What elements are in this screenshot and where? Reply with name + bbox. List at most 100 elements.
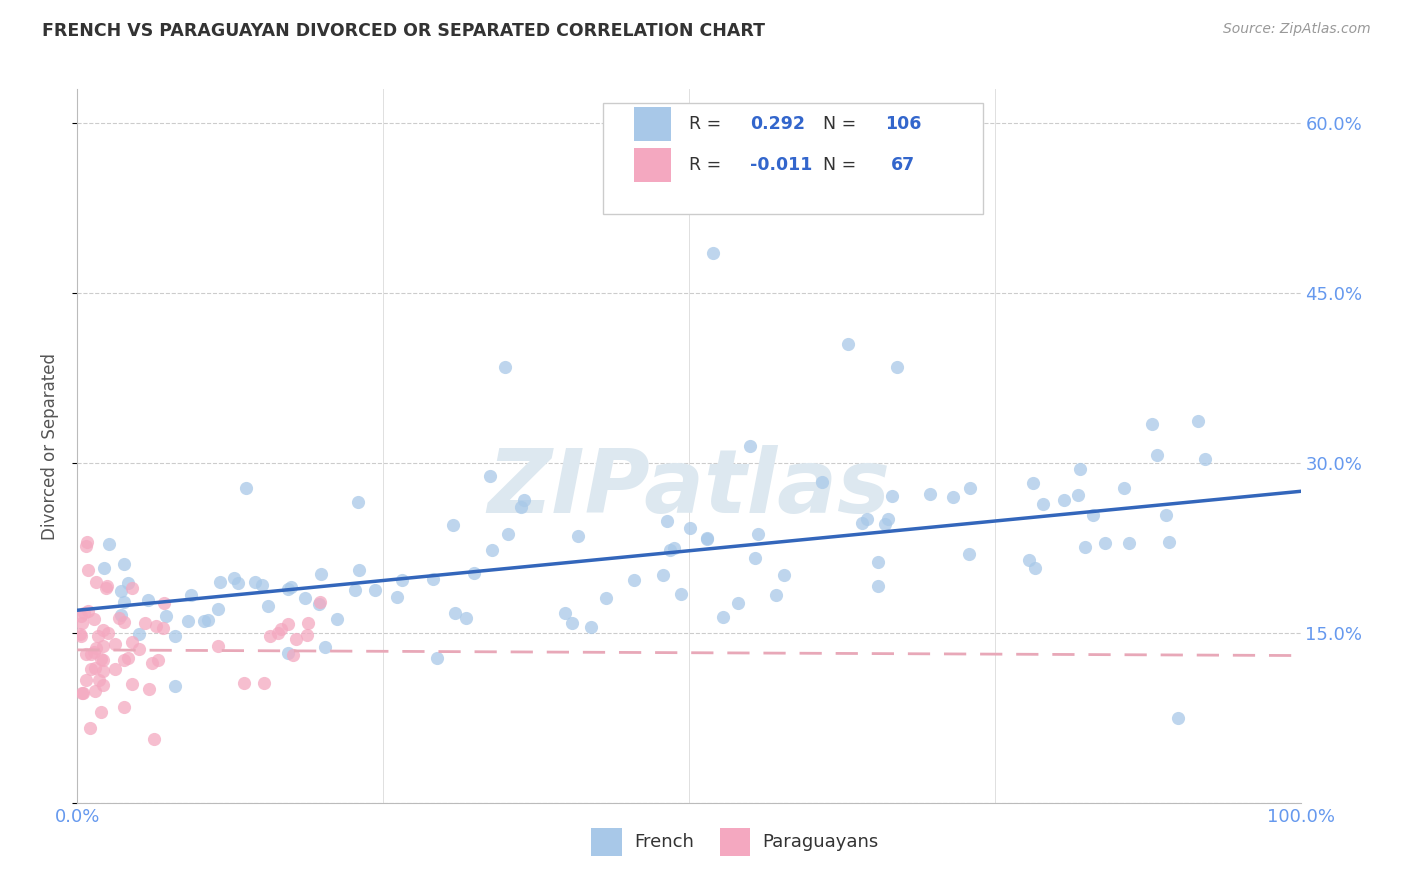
Point: [747, 527, 769, 541]
Text: R =: R =: [689, 115, 727, 133]
Point: [87, 673, 110, 687]
Point: [297, 628, 319, 642]
Point: [91, 623, 114, 637]
Point: [1146, 449, 1168, 463]
Point: [117, 650, 139, 665]
Y-axis label: Divorced or Separated: Divorced or Separated: [41, 352, 59, 540]
Point: [1187, 414, 1209, 428]
Point: [866, 579, 889, 593]
Point: [1067, 488, 1090, 502]
Point: [141, 656, 163, 670]
Point: [94, 582, 117, 596]
Point: [567, 529, 589, 543]
Point: [143, 732, 166, 747]
Point: [308, 597, 330, 611]
Point: [108, 611, 131, 625]
Point: [207, 639, 229, 653]
Point: [765, 588, 787, 602]
Point: [886, 359, 908, 374]
Point: [117, 576, 139, 591]
Text: -0.011: -0.011: [751, 156, 813, 174]
Point: [391, 573, 413, 587]
Point: [70, 629, 93, 643]
Point: [1024, 561, 1046, 575]
Point: [152, 596, 174, 610]
Point: [112, 615, 135, 629]
Point: [1032, 497, 1054, 511]
Point: [277, 617, 299, 632]
Point: [283, 648, 305, 662]
Point: [284, 632, 307, 646]
Point: [79, 721, 101, 735]
Point: [97, 625, 120, 640]
Point: [1083, 508, 1105, 522]
Point: [146, 653, 169, 667]
Point: [163, 679, 186, 693]
Point: [165, 628, 187, 642]
Point: [250, 578, 273, 592]
Point: [134, 615, 156, 630]
Point: [121, 581, 143, 595]
Point: [294, 591, 316, 606]
Point: [97, 536, 120, 550]
Point: [90, 705, 112, 719]
Point: [655, 514, 678, 528]
Point: [73, 607, 96, 621]
Point: [197, 613, 219, 627]
Point: [696, 531, 718, 545]
Point: [478, 468, 501, 483]
Point: [128, 642, 150, 657]
Point: [75, 673, 97, 687]
Point: [91, 639, 114, 653]
Point: [72, 686, 94, 700]
Point: [347, 563, 370, 577]
Point: [495, 359, 517, 374]
Bar: [634, 148, 671, 182]
Point: [309, 595, 332, 609]
Point: [112, 557, 135, 571]
Point: [224, 571, 246, 585]
Point: [713, 609, 735, 624]
Text: Source: ZipAtlas.com: Source: ZipAtlas.com: [1223, 22, 1371, 37]
Point: [696, 532, 718, 546]
Point: [441, 517, 464, 532]
Point: [128, 627, 150, 641]
Point: [837, 337, 859, 351]
Point: [959, 481, 981, 495]
Text: N =: N =: [824, 156, 862, 174]
Point: [84, 661, 107, 675]
Point: [235, 481, 257, 495]
Point: [80, 662, 103, 676]
Point: [623, 574, 645, 588]
Point: [702, 246, 724, 260]
Point: [1167, 711, 1189, 725]
Point: [727, 596, 749, 610]
Point: [243, 574, 266, 589]
Point: [773, 568, 796, 582]
Point: [1069, 461, 1091, 475]
Text: French: French: [634, 833, 693, 851]
Text: N =: N =: [824, 115, 862, 133]
Point: [875, 516, 897, 531]
Point: [112, 700, 135, 714]
Point: [87, 629, 110, 643]
Point: [277, 646, 299, 660]
Point: [740, 439, 762, 453]
Point: [91, 664, 114, 678]
Point: [422, 572, 444, 586]
Point: [104, 662, 127, 676]
Point: [177, 614, 200, 628]
Point: [75, 539, 97, 553]
Point: [1018, 552, 1040, 566]
Point: [1140, 417, 1163, 431]
Point: [343, 583, 366, 598]
Point: [277, 582, 299, 597]
Point: [1159, 535, 1181, 549]
Point: [579, 620, 602, 634]
Point: [454, 611, 477, 625]
Point: [77, 603, 100, 617]
Point: [297, 615, 319, 630]
Point: [76, 535, 98, 549]
Point: [69, 627, 91, 641]
Point: [496, 527, 519, 541]
